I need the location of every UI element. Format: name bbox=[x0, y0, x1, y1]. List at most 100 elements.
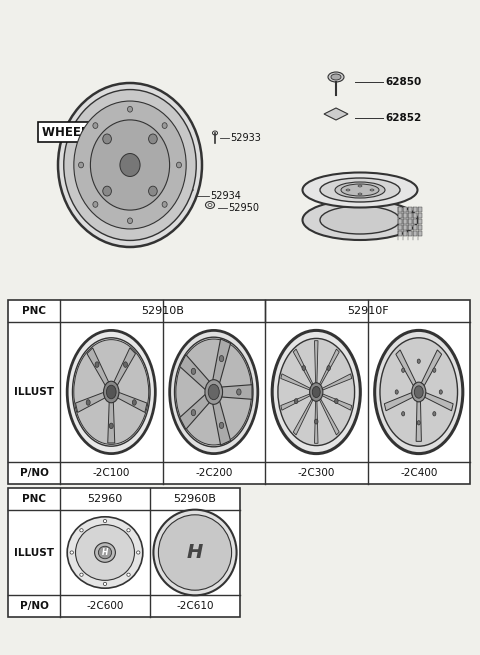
Ellipse shape bbox=[341, 184, 379, 196]
Bar bbox=[418, 231, 422, 236]
Ellipse shape bbox=[294, 399, 298, 403]
Ellipse shape bbox=[93, 202, 98, 207]
Ellipse shape bbox=[358, 185, 362, 187]
Polygon shape bbox=[396, 350, 416, 386]
Text: -2C600: -2C600 bbox=[86, 601, 124, 611]
Bar bbox=[8, 300, 470, 484]
Ellipse shape bbox=[123, 362, 128, 367]
Text: -2C400: -2C400 bbox=[400, 468, 437, 478]
Bar bbox=[418, 219, 422, 224]
Ellipse shape bbox=[272, 330, 360, 454]
Text: -2C100: -2C100 bbox=[93, 468, 130, 478]
Polygon shape bbox=[281, 394, 310, 410]
Ellipse shape bbox=[103, 186, 111, 196]
Text: PNC: PNC bbox=[22, 494, 46, 504]
Ellipse shape bbox=[109, 423, 113, 428]
Ellipse shape bbox=[208, 384, 219, 400]
Ellipse shape bbox=[158, 515, 231, 590]
Ellipse shape bbox=[414, 386, 423, 398]
Polygon shape bbox=[384, 392, 413, 411]
Ellipse shape bbox=[98, 546, 112, 559]
Text: P/NO: P/NO bbox=[20, 601, 48, 611]
Bar bbox=[8, 488, 240, 617]
Ellipse shape bbox=[137, 551, 140, 554]
Ellipse shape bbox=[80, 573, 83, 576]
Ellipse shape bbox=[331, 74, 341, 80]
Ellipse shape bbox=[335, 182, 385, 198]
Ellipse shape bbox=[58, 83, 202, 247]
Text: 62852: 62852 bbox=[385, 113, 421, 123]
Ellipse shape bbox=[154, 510, 237, 595]
Bar bbox=[403, 207, 407, 212]
Ellipse shape bbox=[120, 153, 140, 176]
Ellipse shape bbox=[402, 368, 405, 373]
Polygon shape bbox=[118, 392, 147, 413]
Bar bbox=[413, 213, 417, 218]
Ellipse shape bbox=[74, 101, 186, 229]
Ellipse shape bbox=[128, 106, 132, 112]
Bar bbox=[418, 225, 422, 230]
Ellipse shape bbox=[380, 338, 457, 446]
Bar bbox=[413, 219, 417, 224]
Ellipse shape bbox=[302, 200, 418, 240]
Ellipse shape bbox=[67, 517, 143, 588]
Ellipse shape bbox=[433, 411, 436, 416]
Ellipse shape bbox=[278, 339, 355, 445]
Ellipse shape bbox=[86, 400, 90, 405]
Ellipse shape bbox=[176, 339, 252, 445]
Bar bbox=[403, 213, 407, 218]
Text: H: H bbox=[102, 548, 108, 557]
Ellipse shape bbox=[310, 383, 323, 402]
Text: -2C200: -2C200 bbox=[195, 468, 232, 478]
Ellipse shape bbox=[327, 365, 330, 371]
Polygon shape bbox=[114, 348, 135, 386]
Bar bbox=[413, 225, 417, 230]
Polygon shape bbox=[320, 349, 339, 385]
Bar bbox=[418, 207, 422, 212]
Ellipse shape bbox=[191, 409, 196, 416]
Polygon shape bbox=[324, 108, 348, 120]
Polygon shape bbox=[281, 374, 310, 390]
Text: ILLUST: ILLUST bbox=[14, 548, 54, 557]
Bar bbox=[398, 219, 402, 224]
Text: 52960B: 52960B bbox=[174, 494, 216, 504]
Ellipse shape bbox=[175, 337, 253, 447]
Ellipse shape bbox=[90, 120, 169, 210]
Ellipse shape bbox=[74, 340, 149, 444]
Ellipse shape bbox=[219, 356, 224, 362]
Bar bbox=[398, 231, 402, 236]
Ellipse shape bbox=[104, 381, 119, 403]
Ellipse shape bbox=[417, 359, 420, 364]
Ellipse shape bbox=[169, 330, 258, 454]
Ellipse shape bbox=[320, 178, 400, 202]
Ellipse shape bbox=[370, 189, 374, 191]
Ellipse shape bbox=[107, 385, 116, 399]
Text: 52910B: 52910B bbox=[141, 306, 184, 316]
Polygon shape bbox=[75, 392, 105, 413]
Ellipse shape bbox=[103, 519, 107, 523]
Ellipse shape bbox=[439, 390, 443, 394]
Ellipse shape bbox=[205, 380, 223, 404]
Polygon shape bbox=[213, 339, 230, 383]
Bar bbox=[408, 207, 412, 212]
Polygon shape bbox=[108, 402, 115, 443]
Ellipse shape bbox=[314, 419, 318, 424]
Polygon shape bbox=[87, 348, 108, 386]
Ellipse shape bbox=[302, 172, 418, 208]
Bar bbox=[398, 213, 402, 218]
Polygon shape bbox=[322, 374, 352, 390]
Polygon shape bbox=[222, 384, 252, 400]
Ellipse shape bbox=[417, 421, 420, 425]
Ellipse shape bbox=[335, 399, 338, 403]
Text: -2C300: -2C300 bbox=[298, 468, 335, 478]
Ellipse shape bbox=[64, 90, 196, 240]
Ellipse shape bbox=[237, 389, 241, 395]
Ellipse shape bbox=[162, 122, 167, 128]
Ellipse shape bbox=[191, 368, 196, 375]
Bar bbox=[398, 225, 402, 230]
Ellipse shape bbox=[177, 162, 181, 168]
Ellipse shape bbox=[149, 134, 157, 144]
Polygon shape bbox=[180, 394, 209, 429]
Ellipse shape bbox=[67, 330, 156, 454]
Text: 62850: 62850 bbox=[385, 77, 421, 87]
